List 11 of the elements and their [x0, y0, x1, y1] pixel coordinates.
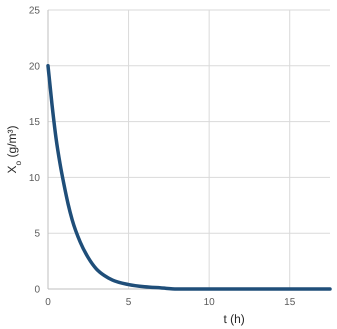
y-tick-label: 0: [34, 284, 40, 296]
x-tick-label: 10: [204, 297, 216, 308]
y-tick-label: 25: [28, 6, 40, 16]
x-axis-title: t (h): [223, 312, 245, 326]
x-tick-label: 15: [284, 297, 296, 308]
y-tick-label: 20: [28, 61, 40, 72]
x-tick-label: 5: [126, 297, 132, 308]
y-tick-label: 10: [28, 172, 40, 184]
y-tick-label: 15: [28, 117, 40, 128]
x-tick-label: 0: [45, 297, 52, 308]
y-tick-label: 5: [34, 228, 40, 240]
